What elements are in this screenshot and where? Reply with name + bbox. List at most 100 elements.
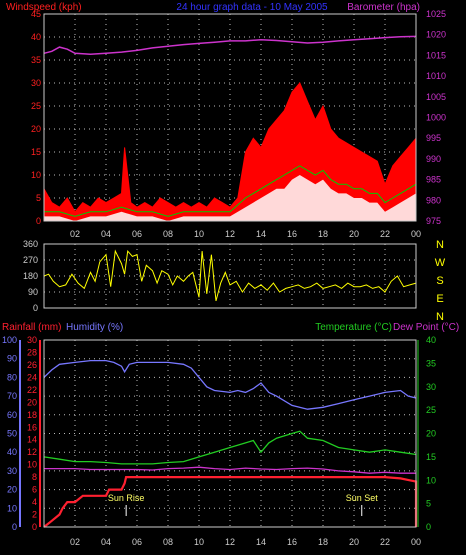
rainfall-tick-label: 14 <box>27 435 37 445</box>
rainfall-tick-label: 24 <box>27 372 37 382</box>
wind-direction-line <box>43 249 417 302</box>
windspeed-tick-label: 40 <box>31 32 41 42</box>
compass-letter: W <box>435 257 446 269</box>
windspeed-tick-label: 30 <box>31 78 41 88</box>
barometer-tick-label: 975 <box>426 216 441 226</box>
barometer-tick-label: 1015 <box>426 50 446 60</box>
hour-tick-label: 00 <box>411 229 421 239</box>
barometer-line <box>43 35 417 55</box>
hour-tick-label: 12 <box>225 537 235 547</box>
hour-tick-label: 18 <box>318 229 328 239</box>
temperature-tick-label: 10 <box>426 475 436 485</box>
temperature-axis-label: Temperature (°C) <box>315 322 392 333</box>
barometer-tick-label: 1025 <box>426 9 446 19</box>
hour-tick-label: 22 <box>380 537 390 547</box>
temperature-tick-label: 5 <box>426 499 431 509</box>
hour-tick-label: 20 <box>349 537 359 547</box>
rainfall-tick-label: 12 <box>27 447 37 457</box>
p2-frame <box>43 243 417 309</box>
hour-tick-label: 20 <box>349 229 359 239</box>
barometer-axis-label: Barometer (hpa) <box>347 2 420 13</box>
direction-tick-label: 90 <box>28 287 38 297</box>
humidity-tick-label: 60 <box>7 410 17 420</box>
windspeed-tick-label: 15 <box>31 147 41 157</box>
windspeed-tick-label: 35 <box>31 55 41 65</box>
compass-letter: N <box>436 311 444 323</box>
rainfall-tick-label: 0 <box>32 522 37 532</box>
hour-tick-label: 06 <box>132 537 142 547</box>
compass-letter: N <box>436 239 444 251</box>
direction-tick-label: 270 <box>23 255 38 265</box>
rainfall-tick-label: 16 <box>27 422 37 432</box>
compass-letter: S <box>436 275 443 287</box>
barometer-tick-label: 980 <box>426 195 441 205</box>
rainfall-tick-label: 18 <box>27 410 37 420</box>
rainfall-tick-label: 8 <box>32 472 37 482</box>
direction-tick-label: 360 <box>23 239 38 249</box>
p1-frame <box>43 13 417 222</box>
windspeed-tick-label: 0 <box>36 216 41 226</box>
rainfall-line <box>43 476 418 528</box>
windspeed-tick-label: 25 <box>31 101 41 111</box>
barometer-tick-label: 1000 <box>426 113 446 123</box>
barometer-tick-label: 995 <box>426 133 441 143</box>
hour-tick-label: 08 <box>163 537 173 547</box>
humidity-tick-label: 50 <box>7 429 17 439</box>
sunset-label: Sun Set <box>346 493 379 503</box>
hour-tick-label: 12 <box>225 229 235 239</box>
humidity-tick-label: 30 <box>7 466 17 476</box>
p3-frame <box>43 339 417 528</box>
windspeed-tick-label: 5 <box>36 193 41 203</box>
humidity-tick-label: 80 <box>7 372 17 382</box>
hour-tick-label: 08 <box>163 229 173 239</box>
dewpoint-axis-label: Dew Point (°C) <box>393 322 459 333</box>
barometer-tick-label: 990 <box>426 154 441 164</box>
direction-tick-label: 180 <box>23 271 38 281</box>
direction-tick-label: 0 <box>33 303 38 313</box>
hour-tick-label: 02 <box>70 537 80 547</box>
barometer-tick-label: 1005 <box>426 92 446 102</box>
hour-tick-label: 06 <box>132 229 142 239</box>
windspeed-axis-label: Windspeed (kph) <box>6 2 82 13</box>
rainfall-tick-label: 2 <box>32 510 37 520</box>
chart-title: 24 hour graph data - 10 May 2005 <box>176 2 328 13</box>
rain-humidity-temp-panel: Sun Rise Sun Set0102030405060708090100024… <box>2 335 436 547</box>
temperature-tick-label: 30 <box>426 382 436 392</box>
temperature-line <box>43 430 417 465</box>
windspeed-tick-label: 20 <box>31 124 41 134</box>
humidity-line <box>43 359 417 410</box>
humidity-tick-label: 100 <box>2 335 17 345</box>
windspeed-tick-label: 45 <box>31 9 41 19</box>
hour-tick-label: 16 <box>287 229 297 239</box>
hour-tick-label: 18 <box>318 537 328 547</box>
rainfall-tick-label: 4 <box>32 497 37 507</box>
rainfall-axis-label: Rainfall (mm) <box>2 322 61 333</box>
barometer-tick-label: 985 <box>426 175 441 185</box>
humidity-tick-label: 70 <box>7 391 17 401</box>
hour-tick-label: 10 <box>194 229 204 239</box>
humidity-axis-label: Humidity (%) <box>66 322 123 333</box>
hour-tick-label: 10 <box>194 537 204 547</box>
humidity-tick-label: 20 <box>7 485 17 495</box>
hour-tick-label: 00 <box>411 537 421 547</box>
temperature-tick-label: 20 <box>426 429 436 439</box>
temperature-tick-label: 0 <box>426 522 431 532</box>
rainfall-tick-label: 20 <box>27 397 37 407</box>
hour-tick-label: 14 <box>256 229 266 239</box>
wind-barometer-panel: 0510152025303540459759809859909951000100… <box>31 9 446 239</box>
compass-letter: E <box>436 293 443 305</box>
humidity-tick-label: 90 <box>7 354 17 364</box>
rainfall-tick-label: 30 <box>27 335 37 345</box>
dewpoint-line <box>44 466 416 474</box>
barometer-tick-label: 1020 <box>426 30 446 40</box>
hour-tick-label: 22 <box>380 229 390 239</box>
humidity-tick-label: 40 <box>7 447 17 457</box>
rainfall-tick-label: 22 <box>27 385 37 395</box>
rainfall-tick-label: 10 <box>27 460 37 470</box>
hour-tick-label: 14 <box>256 537 266 547</box>
hour-tick-label: 16 <box>287 537 297 547</box>
windspeed-average-area <box>44 175 416 221</box>
windspeed-average-line <box>44 165 417 217</box>
